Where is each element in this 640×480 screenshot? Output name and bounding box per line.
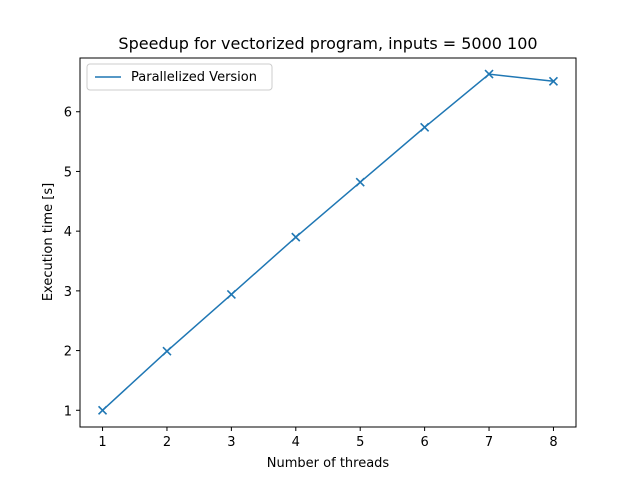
y-tick-label: 1 (64, 404, 72, 419)
data-point-marker (484, 69, 494, 79)
x-tick-label: 8 (549, 435, 557, 450)
x-tick-label: 7 (485, 435, 493, 450)
data-point-marker (162, 346, 172, 356)
data-point-marker (420, 122, 430, 132)
series-line (102, 73, 554, 411)
chart-title: Speedup for vectorized program, inputs =… (118, 34, 537, 53)
data-point-marker (291, 232, 301, 242)
x-tick-label: 6 (420, 435, 428, 450)
y-tick-label: 2 (64, 345, 72, 360)
plot-frame (79, 57, 577, 428)
y-tick-label: 5 (64, 165, 72, 180)
data-point-marker (97, 405, 108, 415)
plot-area-border (79, 57, 577, 428)
legend-box (86, 63, 273, 91)
x-tick-label: 3 (227, 435, 235, 450)
x-tick-label: 5 (356, 435, 364, 450)
x-tick-label: 1 (98, 435, 106, 450)
y-tick-label: 6 (64, 106, 72, 121)
x-tick-label: 4 (292, 435, 300, 450)
y-axis: 1 2 3 4 5 6 (64, 106, 80, 419)
data-point-marker (226, 289, 236, 300)
legend-label: Parallelized Version (131, 70, 257, 85)
y-tick-label: 3 (64, 285, 72, 300)
data-point-marker (355, 177, 365, 187)
data-point-marker (548, 76, 559, 86)
x-axis: 1 2 3 4 5 6 7 8 (98, 427, 558, 450)
series-layer (97, 69, 559, 415)
y-tick-label: 4 (64, 225, 72, 240)
x-tick-label: 2 (163, 435, 171, 450)
y-axis-label: Execution time [s] (41, 183, 56, 301)
legend: Parallelized Version (86, 63, 273, 91)
x-axis-label: Number of threads (267, 456, 390, 471)
